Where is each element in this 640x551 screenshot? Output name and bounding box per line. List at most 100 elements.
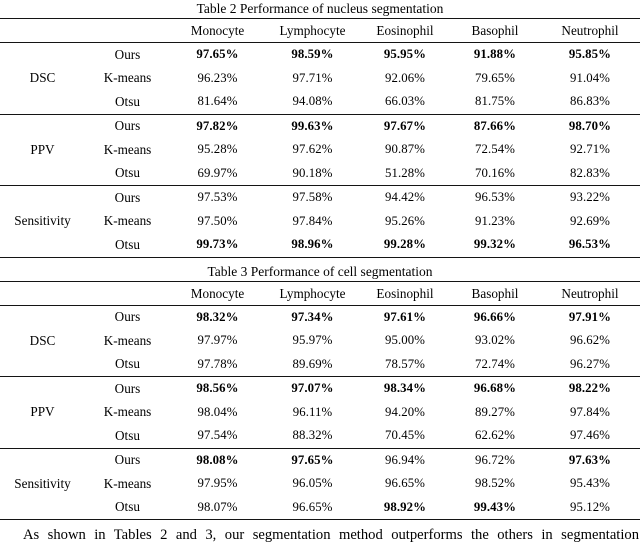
table-caption: Table 3 Performance of cell segmentation xyxy=(207,263,433,279)
value-cell: 78.57% xyxy=(384,356,426,371)
metric-label: DSC xyxy=(29,332,56,348)
value-cell: 97.95% xyxy=(197,476,238,491)
header-bottom-rule xyxy=(0,42,640,43)
value-cell: 97.65% xyxy=(291,452,334,467)
value-cell: 96.68% xyxy=(473,381,517,396)
section-rule xyxy=(0,256,640,258)
col-header-basophil: Basophil xyxy=(471,285,519,301)
value-cell: 98.59% xyxy=(291,47,334,62)
method-label: Ours xyxy=(114,309,141,325)
metric-section-sensitivity: Sensitivity Ours 98.08% 97.65% 96.94% 96.72% 9… xyxy=(0,449,640,520)
value-cell: 97.97% xyxy=(197,333,238,348)
value-cell: 95.85% xyxy=(568,47,612,62)
value-cell: 97.50% xyxy=(197,213,238,228)
value-cell: 93.22% xyxy=(569,190,611,205)
value-cell: 96.23% xyxy=(197,70,238,85)
col-header-lymphocyte: Lymphocyte xyxy=(279,285,346,301)
value-cell: 66.03% xyxy=(384,94,426,109)
value-cell: 93.02% xyxy=(474,333,516,348)
value-cell: 95.43% xyxy=(569,476,611,491)
metric-section-dsc: DSC Ours 98.32% 97.34% 97.61% 96.66% 97.91% K-m… xyxy=(0,306,640,377)
method-label: K-means xyxy=(103,332,152,348)
value-cell: 96.05% xyxy=(292,476,333,491)
header-spacer-method xyxy=(85,19,170,42)
table-3: Table 3 Performance of cell segmentation… xyxy=(0,263,640,520)
value-cell: 97.63% xyxy=(568,452,612,467)
value-cell: 98.96% xyxy=(291,237,334,252)
metric-label: Sensitivity xyxy=(14,475,71,491)
method-label: K-means xyxy=(103,141,152,157)
metric-section-ppv: PPV Ours 97.82% 99.63% 97.67% 87.66% 98.70% K-m… xyxy=(0,115,640,186)
method-label: K-means xyxy=(103,475,152,491)
header-bottom-rule xyxy=(0,304,640,306)
value-cell: 98.56% xyxy=(196,381,239,396)
value-cell: 97.62% xyxy=(292,142,333,157)
value-cell: 96.11% xyxy=(292,404,333,419)
method-label: Otsu xyxy=(115,236,140,252)
section-rule xyxy=(0,447,640,449)
value-cell: 99.73% xyxy=(196,237,239,252)
value-cell: 98.04% xyxy=(197,404,238,419)
metric-section-sensitivity: Sensitivity Ours 97.53% 97.58% 94.42% 96.53% 9… xyxy=(0,186,640,257)
value-cell: 98.92% xyxy=(383,499,427,514)
value-cell: 97.71% xyxy=(292,70,333,85)
value-cell: 81.75% xyxy=(474,94,516,109)
value-cell: 95.00% xyxy=(384,333,426,348)
method-label: Ours xyxy=(114,118,141,134)
value-cell: 70.16% xyxy=(474,165,516,180)
value-cell: 98.32% xyxy=(196,309,239,324)
value-cell: 97.82% xyxy=(196,118,239,133)
value-cell: 99.32% xyxy=(473,237,517,252)
value-cell: 97.84% xyxy=(292,213,333,228)
value-cell: 97.53% xyxy=(197,190,238,205)
value-cell: 96.62% xyxy=(569,333,611,348)
value-cell: 96.66% xyxy=(473,309,517,324)
value-cell: 91.04% xyxy=(569,70,611,85)
value-cell: 98.07% xyxy=(197,499,238,514)
value-cell: 90.87% xyxy=(384,142,426,157)
value-cell: 97.34% xyxy=(291,309,334,324)
col-header-eosinophil: Eosinophil xyxy=(376,285,434,301)
value-cell: 72.54% xyxy=(474,142,516,157)
value-cell: 89.27% xyxy=(474,404,516,419)
value-cell: 94.20% xyxy=(384,404,426,419)
method-label: Otsu xyxy=(115,499,140,515)
col-header-eosinophil: Eosinophil xyxy=(376,23,434,38)
metric-section-dsc: DSC Ours 97.65% 98.59% 95.95% 91.88% 95.85% K-m… xyxy=(0,43,640,114)
value-cell: 97.67% xyxy=(383,118,427,133)
method-label: K-means xyxy=(103,213,152,229)
method-label: Otsu xyxy=(115,93,140,109)
metric-label: PPV xyxy=(30,141,55,157)
value-cell: 98.08% xyxy=(196,452,239,467)
method-label: K-means xyxy=(103,70,152,86)
metric-label: DSC xyxy=(29,70,56,86)
section-rule xyxy=(0,113,640,115)
value-cell: 97.84% xyxy=(569,404,611,419)
value-cell: 82.83% xyxy=(569,165,611,180)
section-rule xyxy=(0,519,640,520)
method-label: K-means xyxy=(103,404,152,420)
value-cell: 70.45% xyxy=(384,428,426,443)
section-rule xyxy=(0,376,640,377)
value-cell: 87.66% xyxy=(473,118,517,133)
value-cell: 99.28% xyxy=(383,237,427,252)
value-cell: 99.43% xyxy=(473,499,517,514)
value-cell: 95.26% xyxy=(384,213,426,228)
col-header-basophil: Basophil xyxy=(471,23,519,38)
col-header-monocyte: Monocyte xyxy=(190,23,245,38)
value-cell: 79.65% xyxy=(474,70,516,85)
value-cell: 97.07% xyxy=(291,381,334,396)
value-cell: 95.95% xyxy=(383,47,427,62)
value-cell: 90.18% xyxy=(292,165,333,180)
value-cell: 51.28% xyxy=(384,165,426,180)
section-rule xyxy=(0,185,640,186)
value-cell: 96.65% xyxy=(292,499,333,514)
metric-label: PPV xyxy=(30,404,55,420)
value-cell: 97.91% xyxy=(568,309,612,324)
value-cell: 97.65% xyxy=(196,47,239,62)
value-cell: 99.63% xyxy=(291,118,334,133)
value-cell: 92.06% xyxy=(384,70,426,85)
method-label: Ours xyxy=(114,452,141,468)
col-header-neutrophil: Neutrophil xyxy=(561,23,619,38)
